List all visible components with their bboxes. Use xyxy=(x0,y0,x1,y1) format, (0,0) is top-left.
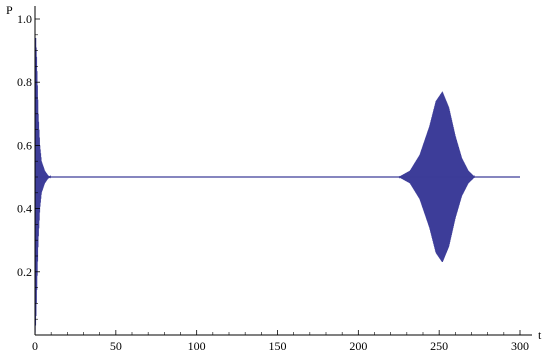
y-tick-label: 0.8 xyxy=(17,75,32,89)
x-tick-label: 50 xyxy=(110,339,122,353)
x-tick-label: 250 xyxy=(430,339,448,353)
y-tick-label: 0.6 xyxy=(17,138,32,152)
ticks-layer: 0 50 100 150 200 250 300 0.2 0.4 0.6 0.8 1.0 xyxy=(17,12,529,353)
x-axis-label: t xyxy=(538,328,542,342)
y-tick-label: 0.4 xyxy=(17,202,32,216)
x-tick-label: 100 xyxy=(188,339,206,353)
series-line xyxy=(34,37,520,336)
x-tick-label: 300 xyxy=(511,339,529,353)
x-tick-label: 0 xyxy=(32,339,38,353)
y-tick-label: 0.2 xyxy=(17,265,32,279)
x-tick-label: 200 xyxy=(349,339,367,353)
y-axis-label: P xyxy=(6,3,13,17)
series-layer xyxy=(34,37,520,336)
y-tick-label: 1.0 xyxy=(17,12,32,26)
x-tick-label: 150 xyxy=(269,339,287,353)
